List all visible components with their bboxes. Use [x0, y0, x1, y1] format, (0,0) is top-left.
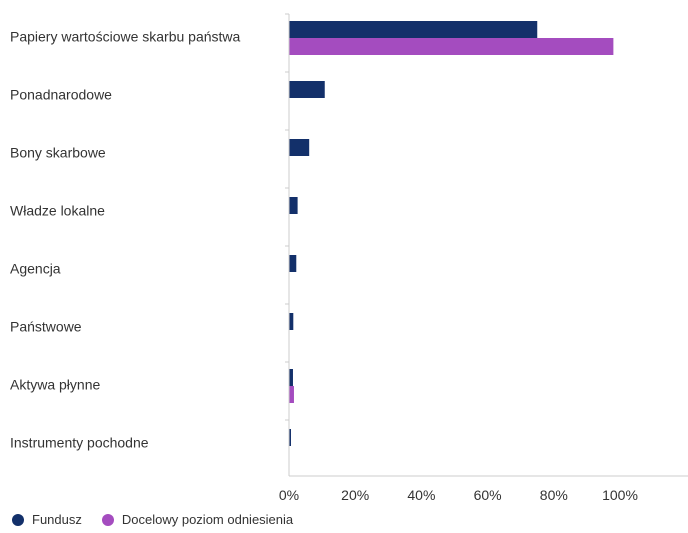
- bar-fundusz: [289, 197, 298, 214]
- bar-fundusz: [289, 139, 310, 156]
- category-label: Papiery wartościowe skarbu państwa: [10, 29, 241, 45]
- bar-fundusz: [289, 255, 297, 272]
- legend-item-fundusz: Fundusz: [12, 512, 82, 527]
- x-tick-label: 100%: [602, 487, 638, 503]
- legend-swatch-benchmark: [101, 513, 114, 526]
- category-label: Państwowe: [10, 319, 82, 335]
- legend: Fundusz Docelowy poziom odniesienia: [12, 512, 313, 527]
- bar-fundusz: [289, 429, 291, 446]
- x-tick-label: 60%: [474, 487, 502, 503]
- category-label: Aktywa płynne: [10, 377, 100, 393]
- x-tick-label: 40%: [407, 487, 435, 503]
- category-label: Agencja: [10, 261, 61, 277]
- bar-benchmark: [289, 386, 294, 403]
- category-label: Ponadnarodowe: [10, 87, 112, 103]
- x-tick-label: 20%: [341, 487, 369, 503]
- bar-fundusz: [289, 21, 538, 38]
- legend-swatch-fundusz: [12, 513, 24, 526]
- bar-benchmark: [289, 38, 614, 55]
- x-tick-label: 80%: [540, 487, 568, 503]
- legend-label-benchmark: Docelowy poziom odniesienia: [121, 512, 294, 527]
- legend-label-fundusz: Fundusz: [32, 512, 82, 527]
- bar-fundusz: [289, 81, 325, 98]
- category-label: Władze lokalne: [10, 203, 105, 219]
- bar-fundusz: [289, 369, 293, 386]
- category-label: Instrumenty pochodne: [10, 435, 149, 451]
- bar-fundusz: [289, 313, 294, 330]
- bar-chart-svg: Papiery wartościowe skarbu państwa Ponadn…: [10, 13, 688, 503]
- category-label: Bony skarbowe: [10, 145, 106, 161]
- legend-item-benchmark: Docelowy poziom odniesienia: [101, 512, 294, 527]
- x-tick-label: 0%: [279, 487, 299, 503]
